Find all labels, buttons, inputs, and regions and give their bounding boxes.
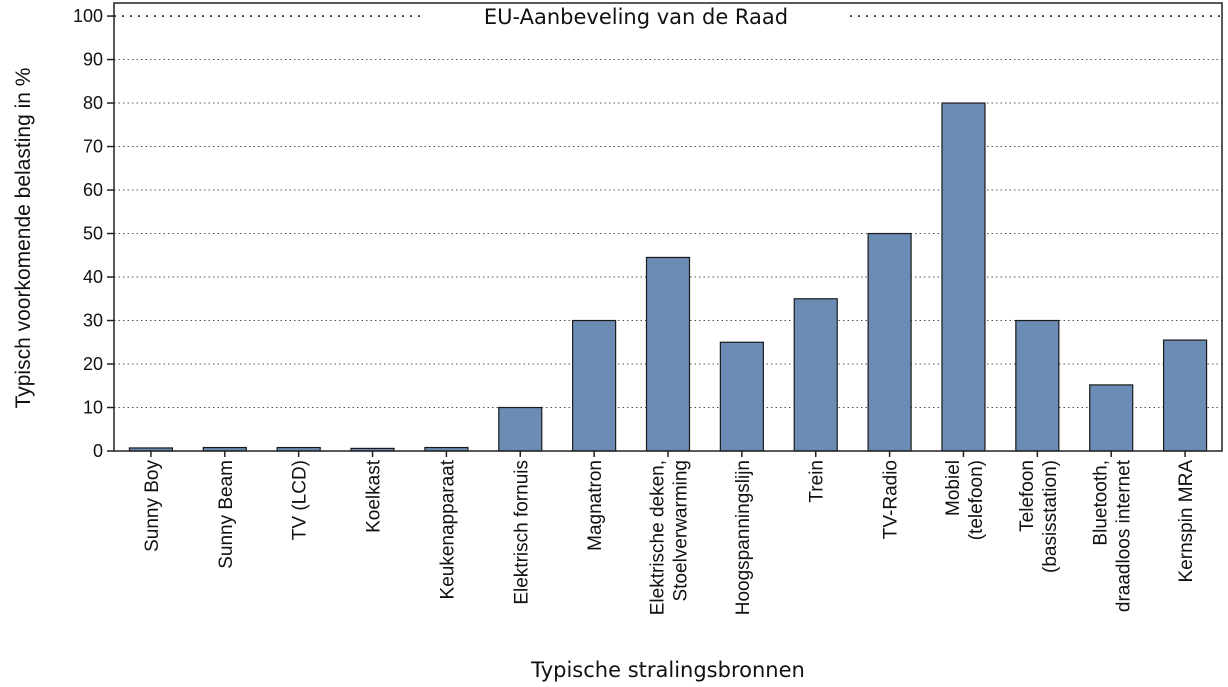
y-tick-label: 60 [83,180,103,200]
y-axis-title: Typisch voorkomende belasting in % [12,68,35,409]
y-tick-label: 50 [83,224,103,244]
bar [572,319,617,452]
y-tick-label: 10 [83,398,103,418]
x-tick-label-line: Mobiel [943,460,964,516]
reference-label-bg [424,3,848,30]
gridlines [114,59,1222,409]
bar [793,298,838,452]
y-axis-ticks: 0 10 20 30 40 50 60 70 80 90 100 [73,6,114,461]
x-tick-label: Sunny Beam [216,460,237,569]
y-tick-label: 40 [83,267,103,287]
x-tick-label-line: Bluetooth, [1091,460,1112,546]
x-tick-label: Bluetooth, draadloos internet [1091,459,1135,612]
bar [645,256,691,452]
x-tick-label: Sunny Boy [142,460,163,552]
x-tick-label-line: Hoogspanningslijn [733,460,754,615]
x-tick-label-line: TV-Radio [881,460,902,539]
x-tick-label-line: Sunny Boy [142,460,163,552]
x-tick-label-line: Trein [807,460,828,503]
y-tick-label: 30 [83,311,103,331]
x-tick-label: TV-Radio [881,460,902,539]
bar [1162,339,1208,452]
x-tick-label: Elektrische deken, Stoelverwarming [648,460,692,615]
x-tick-label: Magnatron [585,460,606,551]
x-axis-title: Typische stralingsbronnen [530,658,805,682]
y-tick-label: 70 [83,137,103,157]
x-tick-label: Kernspin MRA [1176,460,1197,583]
y-tick-label: 0 [93,441,103,461]
x-tick-label: Trein [807,460,828,503]
bar [1015,319,1060,452]
bar [941,102,986,452]
x-tick-label-line: Magnatron [585,460,606,551]
x-tick-label-line: (telefoon) [966,460,987,540]
x-tick-label: Koelkast [364,459,385,533]
x-tick-label-line: draadloos internet [1114,459,1135,612]
x-tick-label: Telefoon (basisstation) [1017,460,1061,573]
x-tick-label-line: TV (LCD) [290,460,311,540]
y-tick-label: 90 [83,50,103,70]
x-tick-label: Keukenapparaat [437,459,458,599]
x-tick-label-line: Telefoon [1017,460,1038,532]
x-tick-label-line: Stoelverwarming [671,460,692,602]
x-tick-label-line: Sunny Beam [216,460,237,569]
bar [719,341,764,452]
reference-line-group: EU-Aanbeveling van de Raad [114,3,1222,29]
plot-frame [113,2,1223,452]
y-tick-label: 20 [83,354,103,374]
x-tick-label-line: Koelkast [364,459,385,533]
bars [128,102,1208,452]
reference-line-label: EU-Aanbeveling van de Raad [484,5,788,29]
x-tick-label: Mobiel (telefoon) [943,460,987,540]
x-tick-label-line: Kernspin MRA [1176,460,1197,583]
y-tick-label: 80 [83,93,103,113]
bar [1089,384,1134,452]
x-tick-label-line: Elektrische deken, [648,460,669,615]
x-tick-label-line: Keukenapparaat [437,459,458,599]
x-tick-label: Hoogspanningslijn [733,460,754,615]
bar [867,232,912,452]
bar [498,406,543,452]
x-tick-label-line: Elektrisch fornuis [511,460,532,605]
x-tick-label: TV (LCD) [290,460,311,540]
x-tick-label: Elektrisch fornuis [511,460,532,605]
x-tick-label-line: (basisstation) [1040,460,1061,573]
x-axis-categories: Sunny Boy Sunny Beam TV (LCD) Koelkast Keuke… [142,451,1197,615]
y-tick-label: 100 [73,6,103,26]
